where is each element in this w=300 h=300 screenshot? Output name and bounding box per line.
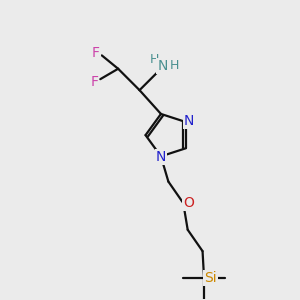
Text: F: F [92,46,100,60]
Text: H: H [169,59,179,72]
Text: F: F [90,74,98,88]
Text: N: N [157,59,168,73]
Text: O: O [183,196,194,210]
Text: N: N [156,150,166,164]
Text: H: H [150,53,159,66]
Text: N: N [184,114,194,128]
Text: Si: Si [204,271,217,285]
